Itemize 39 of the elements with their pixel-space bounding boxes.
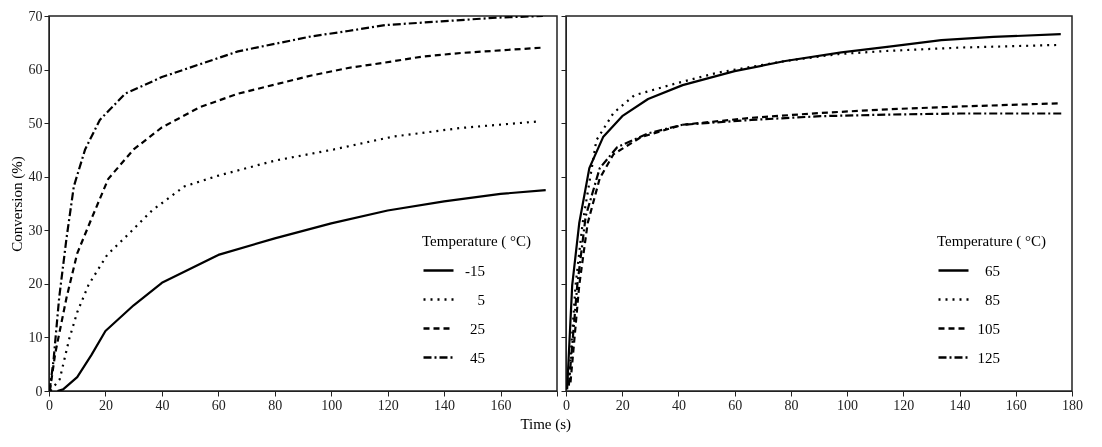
x-tick-label: 80 <box>268 397 283 413</box>
x-tick-label: 40 <box>671 397 686 413</box>
x-tick-label: 20 <box>98 397 113 413</box>
legend-label: 25 <box>470 320 485 337</box>
x-tick-label: 100 <box>837 397 859 413</box>
y-tick-label: 10 <box>28 329 43 345</box>
x-tick-label: 140 <box>434 397 456 413</box>
x-tick-label: 160 <box>1005 397 1027 413</box>
x-tick-label: 20 <box>615 397 630 413</box>
legend-title: Temperature ( °C) <box>422 233 532 250</box>
legend-label: 85 <box>985 291 1000 308</box>
x-tick-label: 180 <box>1062 397 1083 413</box>
x-tick-label: 60 <box>211 397 226 413</box>
y-tick-label: 60 <box>28 62 43 78</box>
y-tick-label: 0 <box>35 383 43 399</box>
x-tick-label: 160 <box>490 397 512 413</box>
legend-label: -15 <box>465 262 485 279</box>
y-tick-label: 70 <box>28 8 43 24</box>
legend-label: 45 <box>470 349 485 366</box>
legend-title: Temperature ( °C) <box>937 233 1047 250</box>
legend-label: 5 <box>477 291 485 308</box>
x-tick-label: 140 <box>949 397 971 413</box>
x-tick-label: 0 <box>46 397 53 413</box>
legend-label: 105 <box>977 320 1000 337</box>
legend-label: 65 <box>985 262 1000 279</box>
x-tick-label: 60 <box>728 397 743 413</box>
y-tick-label: 40 <box>28 169 43 185</box>
y-tick-label: 50 <box>28 115 43 131</box>
x-tick-label: 100 <box>321 397 343 413</box>
x-tick-label: 80 <box>784 397 799 413</box>
x-axis-title: Time (s) <box>520 415 572 433</box>
legend-label: 125 <box>977 349 1000 366</box>
x-tick-label: 0 <box>563 397 570 413</box>
x-tick-label: 120 <box>377 397 399 413</box>
y-tick-label: 20 <box>28 276 43 292</box>
x-tick-label: 120 <box>893 397 915 413</box>
y-tick-label: 30 <box>28 222 43 238</box>
y-axis-title: Conversion (%) <box>8 156 26 252</box>
x-tick-label: 40 <box>155 397 170 413</box>
